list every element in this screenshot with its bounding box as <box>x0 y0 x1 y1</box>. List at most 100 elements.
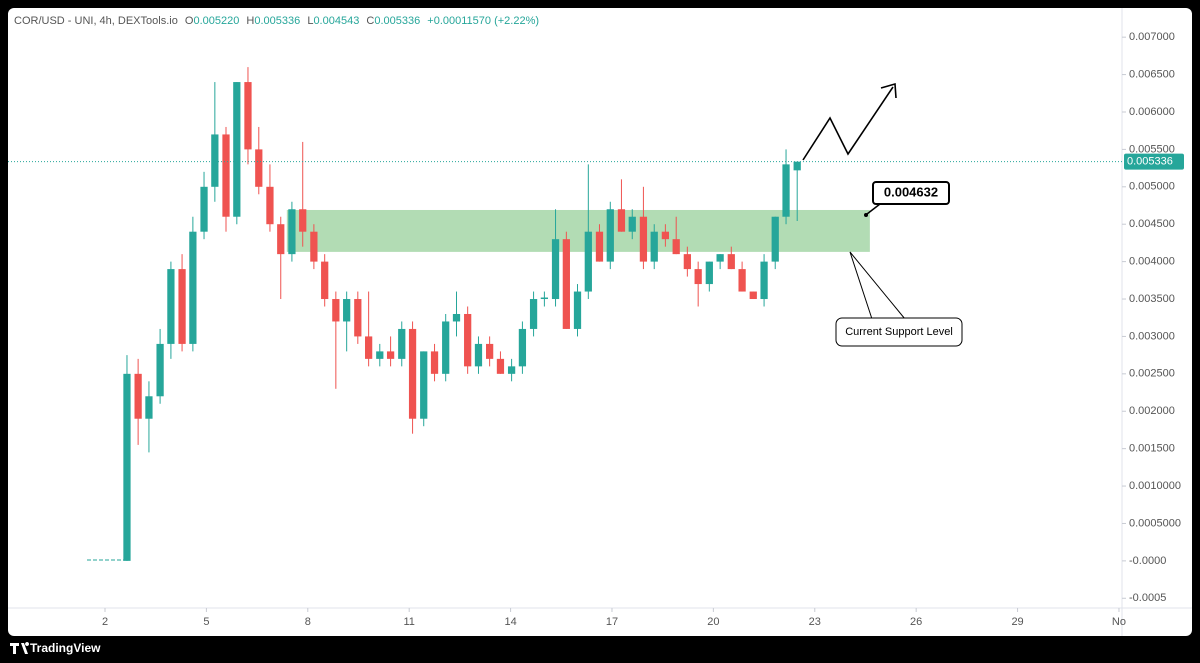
candle-body <box>628 216 636 232</box>
x-tick-label: 26 <box>910 616 922 628</box>
ohlc-value: 0.005336 <box>374 15 420 27</box>
candle-body <box>540 297 549 300</box>
x-tick-label: 2 <box>102 616 108 628</box>
candle-body <box>716 254 724 262</box>
candle-body <box>650 231 658 262</box>
ohlc-key: O <box>185 15 194 27</box>
candle-body <box>683 254 691 270</box>
candle-body <box>771 216 779 262</box>
candle-body <box>277 224 285 255</box>
candle-body <box>310 231 318 262</box>
candle-body <box>244 82 252 150</box>
candle-body <box>123 373 131 561</box>
candle-body <box>529 299 538 329</box>
candle-body <box>178 269 186 344</box>
candle-body <box>518 328 527 367</box>
candle-body <box>386 351 395 359</box>
x-tick-label: 23 <box>809 616 821 628</box>
candle-body <box>365 336 373 359</box>
y-tick-label: 0.001500 <box>1129 443 1175 455</box>
x-tick-label: 14 <box>504 616 516 628</box>
candle-body <box>694 269 702 285</box>
y-tick-label: 0.004000 <box>1129 256 1175 268</box>
ohlc-key: L <box>307 15 313 27</box>
brand-logo <box>10 642 30 654</box>
candle-body <box>343 299 351 322</box>
candle-body <box>354 299 362 337</box>
chart-panel <box>8 8 1192 636</box>
candle-body <box>167 269 175 344</box>
x-tick-label: 11 <box>403 616 414 628</box>
last-price-label: 0.005336 <box>1127 156 1173 168</box>
level-callout-box <box>872 181 950 205</box>
y-tick-label: 0.004500 <box>1129 218 1175 230</box>
candle-body <box>408 328 417 419</box>
x-tick-label: 5 <box>203 616 209 628</box>
symbol: COR/USD - UNI, 4h, DEXTools.io <box>14 15 178 27</box>
candle-body <box>255 149 263 187</box>
candle-body <box>606 209 614 262</box>
candle-body <box>496 358 505 374</box>
candle-body <box>573 291 582 329</box>
support-callout-pointer <box>849 251 906 320</box>
arrow-head <box>880 82 897 99</box>
footer: TradingView <box>10 641 101 655</box>
candle-body <box>145 396 153 419</box>
candle-body <box>189 231 197 344</box>
candle-body <box>266 186 274 225</box>
y-tick-label: 0.002500 <box>1129 368 1175 380</box>
candle-body <box>200 186 208 232</box>
candle-body <box>474 343 483 367</box>
header: COR/USD - UNI, 4h, DEXTools.io O0.005220… <box>14 15 539 27</box>
brand: TradingView <box>30 641 101 655</box>
ohlc-value: 0.005220 <box>193 15 239 27</box>
candle-body <box>376 351 384 359</box>
support-callout-box <box>835 317 963 347</box>
y-tick-label: 0.005500 <box>1129 143 1175 155</box>
candle-body <box>398 328 406 359</box>
ohlc-value: 0.005336 <box>254 15 300 27</box>
candle-body <box>595 231 604 262</box>
y-tick-label: -0.0000 <box>1129 555 1166 567</box>
projection-arrow <box>802 86 894 161</box>
y-tick-label: 0.0005000 <box>1129 517 1181 529</box>
candle-body <box>288 209 296 255</box>
x-tick-label: No <box>1112 616 1126 628</box>
candle-body <box>299 209 307 232</box>
candle-body <box>464 313 472 367</box>
candle-body <box>749 291 757 300</box>
candle-body <box>486 343 494 359</box>
candle-body <box>134 373 142 419</box>
support-callout-text: Current Support Level <box>845 326 953 338</box>
candle-body <box>452 313 461 322</box>
level-point <box>864 213 868 217</box>
y-tick-label: 0.005000 <box>1129 181 1175 193</box>
candle-body <box>562 239 570 329</box>
level-callout-text: 0.004632 <box>884 184 938 199</box>
candle-body <box>507 366 516 374</box>
candle-body <box>793 161 801 171</box>
candle-body <box>420 351 428 419</box>
support-zone <box>286 209 870 252</box>
candle-body <box>332 299 340 322</box>
x-tick-label: 17 <box>606 616 618 628</box>
ohlc-key: C <box>366 15 374 27</box>
x-tick-label: 8 <box>305 616 311 628</box>
candle-body <box>639 216 648 262</box>
x-tick-label: 20 <box>707 616 719 628</box>
candle-body <box>760 261 768 300</box>
candle-body <box>233 82 241 217</box>
candle-body <box>617 209 626 232</box>
candle-body <box>782 164 790 217</box>
y-tick-label: 0.003000 <box>1129 330 1175 342</box>
candle-body <box>551 239 560 300</box>
x-tick-label: 29 <box>1011 616 1023 628</box>
candle-body <box>442 321 450 374</box>
header-text: COR/USD - UNI, 4h, DEXTools.io O0.005220… <box>14 15 539 27</box>
candle-body <box>584 231 592 292</box>
y-tick-label: 0.002000 <box>1129 405 1175 417</box>
y-tick-label: 0.006500 <box>1129 68 1175 80</box>
level-callout-pointer <box>866 203 881 215</box>
